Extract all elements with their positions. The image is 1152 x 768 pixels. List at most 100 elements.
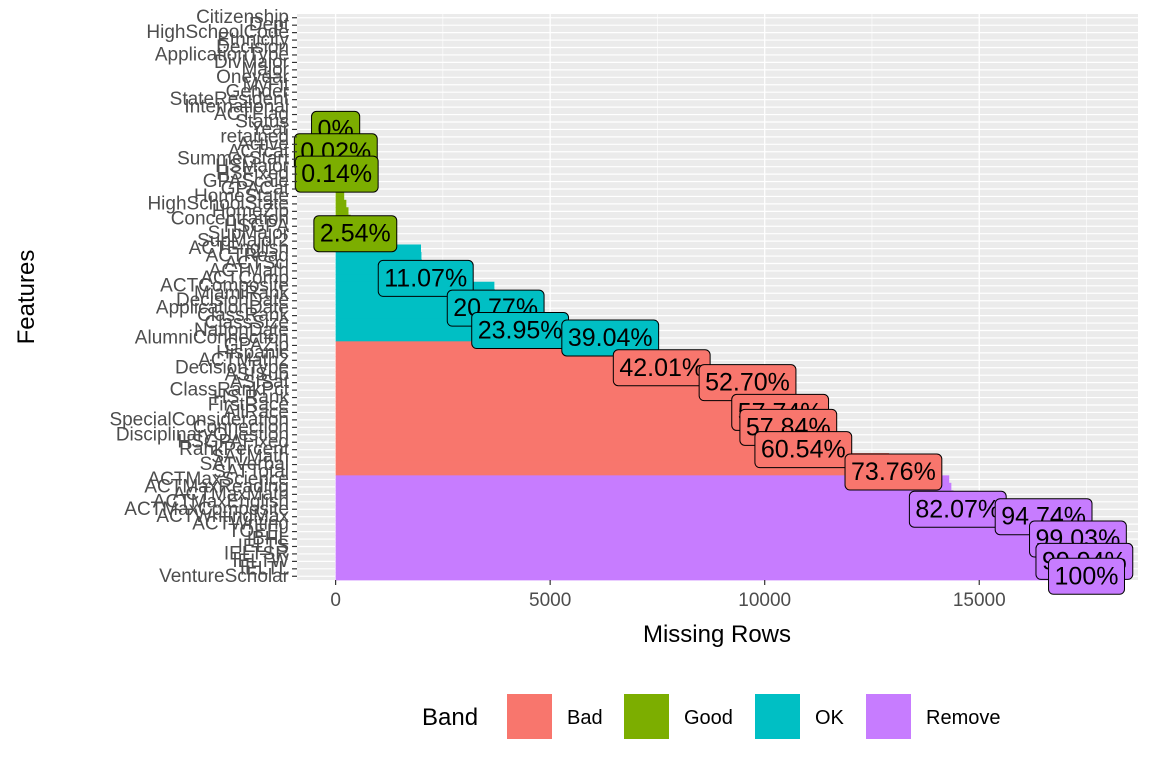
bar bbox=[335, 453, 890, 462]
y-tick-label: Citizenship bbox=[196, 7, 289, 28]
legend-label: Remove bbox=[926, 707, 1000, 729]
percent-label: 11.07% bbox=[377, 259, 474, 297]
y-tick-label: ACTMaxMath bbox=[173, 484, 289, 505]
legend-item-good: Good bbox=[624, 694, 733, 739]
y-tick-label: DivMajor bbox=[214, 52, 290, 73]
y-tick-label: ACTComp bbox=[200, 268, 289, 289]
y-tick-label: Decision bbox=[216, 37, 289, 58]
y-tick-label: retained bbox=[220, 126, 289, 147]
bar bbox=[335, 534, 1078, 544]
percent-label-box bbox=[561, 319, 660, 357]
bar bbox=[335, 393, 779, 402]
y-axis: CitizenshipDeptHighSchoolCodeEthnicityDe… bbox=[109, 7, 297, 587]
percent-label: 39.04% bbox=[561, 319, 660, 357]
bar bbox=[335, 304, 496, 313]
legend-key bbox=[624, 694, 669, 739]
y-tick-label: IBHL bbox=[247, 529, 289, 550]
percent-label-box bbox=[754, 431, 853, 469]
bar bbox=[335, 572, 1087, 581]
percent-label: 23.95% bbox=[471, 312, 570, 350]
legend-label: OK bbox=[815, 707, 845, 729]
y-tick-label: Major bbox=[241, 59, 289, 80]
y-tick-label: NationDate bbox=[194, 320, 289, 341]
bar bbox=[335, 460, 892, 469]
percent-label-box bbox=[844, 453, 943, 491]
y-tick-label: Connection bbox=[193, 417, 289, 438]
y-tick-label: HomeState bbox=[194, 186, 289, 207]
y-tick-label: StateResident bbox=[170, 89, 290, 110]
percent-label-box bbox=[377, 259, 474, 297]
bar bbox=[335, 438, 802, 447]
bar bbox=[335, 371, 744, 380]
legend-key bbox=[866, 694, 911, 739]
y-tick-label: ClassSize bbox=[205, 313, 289, 334]
percent-label: 42.01% bbox=[612, 349, 711, 387]
y-tick-label: ClassRank bbox=[197, 305, 289, 326]
percent-labels: 0%0.02%0.14%2.54%11.07%20.77%23.95% 39.04… bbox=[293, 110, 1134, 595]
legend-item-ok: OK bbox=[755, 694, 845, 739]
y-tick-label: AllRace bbox=[224, 402, 289, 423]
y-tick-label: ACTMath2 bbox=[198, 350, 289, 371]
y-tick-label: SATVerbal bbox=[200, 454, 289, 475]
bar bbox=[335, 400, 780, 410]
y-tick-label: DecisionDate bbox=[176, 290, 289, 311]
percent-label-text: 73.76% bbox=[851, 458, 936, 486]
y-tick-label: DecisionType bbox=[175, 357, 289, 378]
bar bbox=[335, 475, 950, 484]
y-tick-label: ACTEnglish bbox=[189, 238, 289, 259]
percent-label-text: 60.54% bbox=[761, 436, 846, 464]
percent-label: 0.14% bbox=[294, 155, 379, 193]
y-tick-label: International bbox=[184, 97, 289, 118]
y-tick-label: Year bbox=[251, 119, 290, 140]
percent-label-text: 23.95% bbox=[478, 317, 563, 345]
bar bbox=[335, 378, 748, 387]
bar bbox=[335, 311, 516, 320]
y-tick-label: VentureScholar bbox=[159, 566, 290, 587]
y-tick-label: HSFixed bbox=[216, 164, 289, 185]
y-tick-label: IELTS bbox=[238, 536, 289, 557]
legend-key bbox=[755, 694, 800, 739]
y-tick-label: ACTcat bbox=[228, 141, 290, 162]
y-tick-label: HSGPA bbox=[224, 216, 289, 237]
percent-label-text: 11.07% bbox=[384, 264, 467, 292]
y-tick-label: SATMath bbox=[211, 447, 289, 468]
percent-label-text: 42.01% bbox=[619, 354, 704, 382]
y-tick-label: Active bbox=[237, 134, 289, 155]
legend-item-remove: Remove bbox=[866, 694, 1000, 739]
y-tick-label: IELTW bbox=[232, 551, 289, 572]
percent-label: 52.70% bbox=[698, 364, 797, 402]
bar bbox=[335, 467, 894, 477]
bar bbox=[335, 318, 518, 328]
y-tick-label: SATTotal bbox=[213, 462, 289, 483]
y-tick-label: ASISat bbox=[230, 372, 290, 393]
percent-label-text: 82.07% bbox=[915, 495, 1000, 523]
y-tick-label: TOEFL bbox=[228, 521, 289, 542]
y-tick-label: GPAZip bbox=[224, 335, 289, 356]
legend-key bbox=[507, 694, 552, 739]
y-tick-label: ACTComposite bbox=[160, 275, 289, 296]
y-tick-label: ACTMaxEnglish bbox=[153, 491, 289, 512]
percent-label-text: 52.70% bbox=[705, 369, 790, 397]
y-tick-label: ACTRead bbox=[206, 246, 289, 267]
y-tick-label: GPACat bbox=[221, 179, 290, 200]
bar bbox=[335, 505, 958, 514]
percent-label-text: 0.14% bbox=[301, 160, 372, 188]
y-tick-label: Ethnicity bbox=[217, 30, 289, 51]
bar bbox=[335, 408, 781, 417]
y-tick-label: AlumniConnection bbox=[135, 327, 289, 348]
y-tick-label: SpecialConsideration bbox=[109, 409, 289, 430]
y-tick-label: HomeZip bbox=[212, 201, 289, 222]
y-tick-label: ASISub bbox=[225, 365, 289, 386]
y-tick-label: ACTSci bbox=[225, 253, 289, 274]
y-tick-label: HSMajor bbox=[215, 156, 290, 177]
percent-label: 73.76% bbox=[844, 453, 943, 491]
bar bbox=[335, 199, 347, 209]
x-tick-label: 0 bbox=[330, 590, 341, 611]
percent-label: 100% bbox=[1048, 557, 1125, 595]
y-tick-label: Gender bbox=[226, 82, 290, 103]
legend-title: Band bbox=[422, 704, 478, 731]
y-tick-label: ACTWritingMax bbox=[156, 506, 289, 527]
bar bbox=[335, 445, 804, 454]
y-tick-label: ACTFlag bbox=[214, 104, 289, 125]
